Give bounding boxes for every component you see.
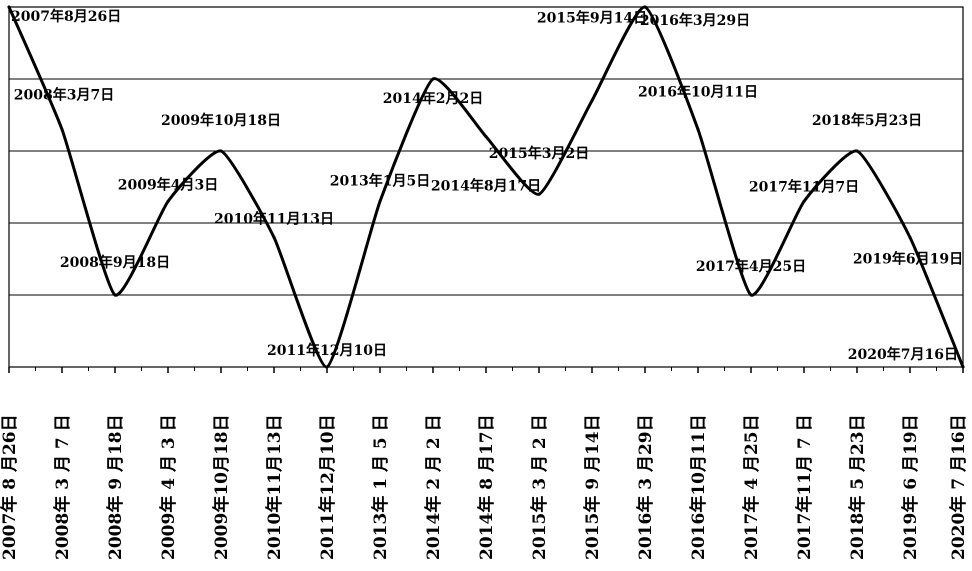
- x-tick-label: 2015年 3 月 2 日: [529, 414, 550, 560]
- data-point: [60, 127, 64, 131]
- x-tick-label: 2019年 6 月19日: [900, 414, 921, 560]
- data-point: [802, 199, 806, 203]
- point-label: 2017年4月25日: [696, 258, 806, 275]
- x-tick-label: 2010年11月13日: [264, 414, 285, 560]
- x-tick-label: 2008年 3 月 7 日: [52, 414, 73, 560]
- x-tick-label: 2020年 7 月16日: [948, 414, 969, 560]
- point-label: 2008年3月7日: [14, 86, 114, 103]
- data-point: [378, 199, 382, 203]
- point-label: 2016年10月11日: [638, 83, 758, 100]
- point-label: 2019年6月19日: [853, 250, 963, 267]
- point-label: 2015年9月14日: [537, 10, 647, 27]
- point-label: 2008年9月18日: [60, 254, 170, 271]
- x-tick-label: 2008年 9 月18日: [105, 414, 126, 560]
- point-label: 2020年7月16日: [848, 346, 958, 363]
- x-tick-label: 2013年 1 月 5 日: [370, 414, 391, 560]
- point-label: 2016年3月29日: [640, 12, 750, 29]
- data-point: [537, 192, 541, 196]
- x-tick-label: 2017年 4 月25日: [741, 414, 762, 560]
- x-tick-label: 2007年 8 月26日: [0, 414, 20, 560]
- point-label: 2014年8月17日: [431, 178, 541, 195]
- data-point: [749, 293, 753, 297]
- point-label: 2014年2月2日: [383, 90, 483, 107]
- point-label: 2017年11月7日: [749, 178, 859, 195]
- data-point: [696, 127, 700, 131]
- x-tick-label: 2017年11月 7 日: [794, 414, 815, 560]
- x-tick-label: 2011年12月10日: [317, 414, 338, 560]
- series-line: [7, 5, 965, 369]
- data-point: [219, 149, 223, 153]
- point-label: 2011年12月10日: [267, 342, 387, 359]
- x-tick-label: 2009年10月18日: [211, 414, 232, 560]
- x-tick-label: 2016年10月11日: [688, 414, 709, 560]
- point-label: 2013年1月5日: [330, 172, 430, 189]
- point-label: 2018年5月23日: [812, 112, 922, 129]
- point-label: 2007年8月26日: [11, 8, 121, 25]
- data-point: [908, 235, 912, 239]
- data-point: [431, 77, 435, 81]
- data-point: [643, 5, 647, 9]
- x-tick-label: 2015年 9 月14日: [582, 414, 603, 560]
- x-tick-label: 2014年 8 月17日: [476, 414, 497, 560]
- data-point: [272, 235, 276, 239]
- point-label-layer: 2007年8月26日 2008年3月7日 2008年9月18日 2009年4月3日 20…: [11, 8, 963, 363]
- data-point: [7, 5, 11, 9]
- point-label: 2009年10月18日: [161, 112, 281, 129]
- data-point: [590, 99, 594, 103]
- data-point: [855, 149, 859, 153]
- data-point: [113, 293, 117, 297]
- x-tick-label: 2018年 5 月23日: [847, 414, 868, 560]
- data-point: [166, 199, 170, 203]
- point-label: 2010年11月13日: [214, 210, 334, 227]
- point-label: 2009年4月3日: [118, 176, 218, 193]
- point-label: 2015年3月2日: [489, 145, 589, 162]
- data-point: [484, 135, 488, 139]
- x-tick-label: 2016年 3 月29日: [635, 414, 656, 560]
- x-tick-label: 2014年 2 月 2 日: [423, 414, 444, 560]
- x-axis-ticks: 2007年 8 月26日 2008年 3 月 7 日 2008年 9 月18日 200…: [0, 367, 969, 560]
- x-tick-label: 2009年 4 月 3 日: [158, 414, 179, 560]
